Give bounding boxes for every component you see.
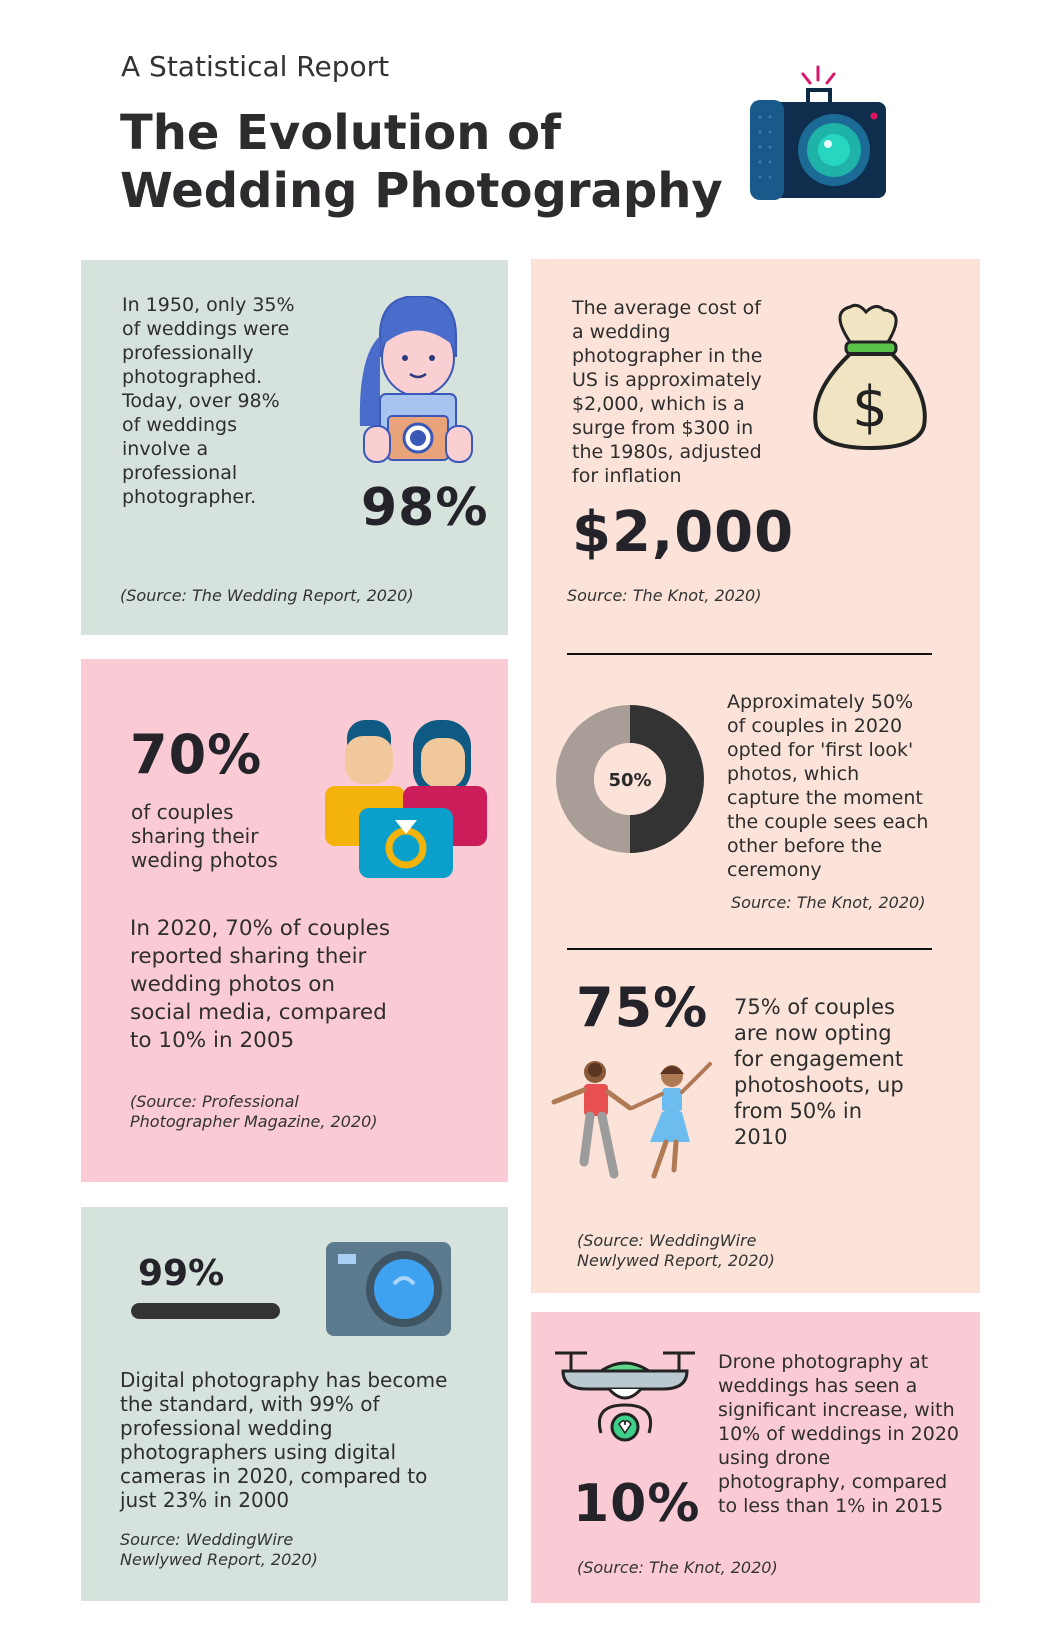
cost-text: The average cost of a wedding photograph… bbox=[572, 297, 763, 487]
sharing-stat: 70% bbox=[130, 723, 263, 786]
professional-stat: 98% bbox=[361, 478, 489, 538]
donut-label: 50% bbox=[608, 770, 651, 791]
drone-source: (Source: The Knot, 2020) bbox=[577, 1558, 778, 1577]
first-look-source: Source: The Knot, 2020) bbox=[731, 893, 926, 912]
drone-text: Drone photography at weddings has seen a… bbox=[718, 1351, 960, 1517]
drone-stat: 10% bbox=[573, 1474, 701, 1534]
digital-progress-fill bbox=[131, 1303, 280, 1319]
money-bag-icon: $ bbox=[813, 303, 927, 451]
title-line-1: The Evolution of bbox=[120, 105, 561, 161]
divider-line bbox=[567, 948, 932, 950]
professional-text: In 1950, only 35% of weddings were profe… bbox=[122, 294, 295, 508]
digital-source: Source: WeddingWire Newlywed Report, 202… bbox=[120, 1530, 318, 1569]
digital-stat: 99% bbox=[138, 1253, 225, 1294]
first-look-donut: 50% bbox=[556, 705, 704, 853]
title-line-2: Wedding Photography bbox=[120, 163, 723, 219]
digital-text: Digital photography has become the stand… bbox=[120, 1368, 448, 1512]
photographer-woman-icon bbox=[359, 296, 473, 463]
sharing-source: (Source: Professional Photographer Magaz… bbox=[130, 1092, 378, 1131]
couple-ring-icon bbox=[325, 720, 487, 878]
engagement-text: 75% of couples are now opting for engage… bbox=[734, 995, 904, 1149]
engagement-stat: 75% bbox=[576, 976, 709, 1039]
professional-source: (Source: The Wedding Report, 2020) bbox=[120, 586, 414, 605]
drone-card bbox=[531, 1312, 980, 1603]
camera-icon bbox=[750, 65, 886, 200]
digital-progress-bar bbox=[131, 1303, 281, 1319]
donut-value-arc bbox=[629, 705, 704, 853]
page-title: The Evolution of Wedding Photography bbox=[120, 104, 723, 220]
digital-camera-icon bbox=[326, 1242, 451, 1336]
drone-icon bbox=[555, 1351, 695, 1442]
cost-stat: $2,000 bbox=[572, 500, 795, 565]
dancing-couple-icon bbox=[551, 1061, 712, 1179]
sharing-caption: of couples sharing their weding photos bbox=[131, 800, 278, 872]
svg-text:$: $ bbox=[852, 375, 888, 440]
report-subtitle: A Statistical Report bbox=[121, 50, 390, 83]
cost-source: Source: The Knot, 2020) bbox=[567, 586, 762, 605]
sharing-text: In 2020, 70% of couples reported sharing… bbox=[130, 916, 391, 1053]
divider-line bbox=[567, 653, 932, 655]
engagement-source: (Source: WeddingWire Newlywed Report, 20… bbox=[577, 1231, 775, 1270]
first-look-text: Approximately 50% of couples in 2020 opt… bbox=[727, 691, 929, 881]
